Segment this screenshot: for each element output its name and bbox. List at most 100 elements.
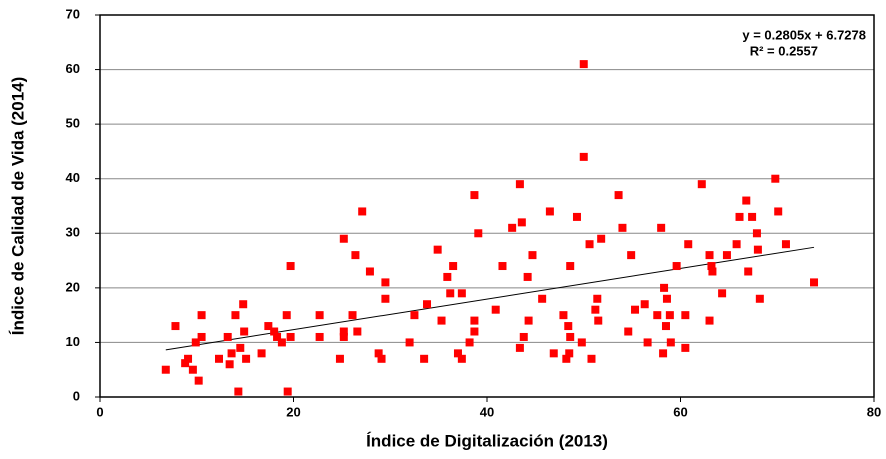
point bbox=[191, 338, 200, 347]
point bbox=[594, 316, 603, 325]
point bbox=[231, 311, 240, 320]
point bbox=[774, 207, 783, 216]
y-axis-title: Índice de Calidad de Vida (2014) bbox=[8, 77, 27, 336]
point bbox=[538, 294, 547, 303]
point bbox=[234, 387, 243, 396]
point bbox=[353, 327, 362, 336]
point bbox=[661, 322, 670, 331]
point bbox=[470, 316, 479, 325]
point bbox=[753, 245, 762, 254]
point bbox=[665, 311, 674, 320]
point bbox=[708, 267, 717, 276]
point bbox=[559, 311, 568, 320]
point bbox=[197, 311, 206, 320]
x-tick-label: 60 bbox=[673, 404, 687, 419]
point bbox=[587, 354, 596, 363]
point bbox=[614, 191, 623, 200]
point bbox=[705, 316, 714, 325]
point bbox=[474, 229, 483, 238]
point bbox=[194, 376, 203, 385]
y-tick-label: 10 bbox=[66, 334, 80, 349]
point bbox=[270, 327, 279, 336]
point bbox=[640, 300, 649, 309]
point bbox=[748, 212, 757, 221]
point bbox=[449, 262, 458, 271]
point bbox=[631, 305, 640, 314]
point bbox=[585, 240, 594, 249]
point bbox=[781, 240, 790, 249]
point bbox=[566, 332, 575, 341]
point bbox=[810, 278, 819, 287]
point bbox=[283, 387, 292, 396]
point bbox=[545, 207, 554, 216]
point bbox=[681, 311, 690, 320]
point bbox=[684, 240, 693, 249]
point bbox=[286, 332, 295, 341]
point bbox=[215, 354, 224, 363]
point bbox=[457, 354, 466, 363]
trendline bbox=[165, 246, 815, 351]
point bbox=[223, 332, 232, 341]
point bbox=[339, 332, 348, 341]
point bbox=[184, 354, 193, 363]
point bbox=[225, 360, 234, 369]
point bbox=[381, 294, 390, 303]
point bbox=[377, 354, 386, 363]
point bbox=[564, 322, 573, 331]
point bbox=[572, 212, 581, 221]
point bbox=[339, 327, 348, 336]
point bbox=[453, 349, 462, 358]
point bbox=[433, 245, 442, 254]
point bbox=[549, 349, 558, 358]
point bbox=[666, 338, 675, 347]
point bbox=[161, 365, 170, 374]
point bbox=[657, 223, 666, 232]
point bbox=[722, 251, 731, 260]
y-tick-label: 70 bbox=[66, 6, 80, 21]
point bbox=[351, 251, 360, 260]
point bbox=[358, 207, 367, 216]
point bbox=[523, 272, 532, 281]
point bbox=[597, 234, 606, 243]
point bbox=[653, 311, 662, 320]
point bbox=[381, 278, 390, 287]
point bbox=[697, 180, 706, 189]
point bbox=[517, 218, 526, 227]
point bbox=[315, 311, 324, 320]
point bbox=[577, 338, 586, 347]
point bbox=[446, 289, 455, 298]
point bbox=[171, 322, 180, 331]
point bbox=[659, 349, 668, 358]
point bbox=[771, 174, 780, 183]
y-tick-label: 60 bbox=[66, 61, 80, 76]
point bbox=[562, 354, 571, 363]
point bbox=[286, 262, 295, 271]
point bbox=[672, 262, 681, 271]
point bbox=[565, 349, 574, 358]
point bbox=[443, 272, 452, 281]
y-tick-label: 20 bbox=[66, 279, 80, 294]
point bbox=[239, 300, 248, 309]
point bbox=[365, 267, 374, 276]
point bbox=[181, 359, 190, 368]
point bbox=[707, 262, 716, 271]
point bbox=[618, 223, 627, 232]
point bbox=[420, 354, 429, 363]
point bbox=[593, 294, 602, 303]
point bbox=[752, 229, 761, 238]
point bbox=[515, 180, 524, 189]
point bbox=[470, 327, 479, 336]
point bbox=[528, 251, 537, 260]
point bbox=[491, 305, 500, 314]
point bbox=[515, 343, 524, 352]
point bbox=[335, 354, 344, 363]
point bbox=[470, 191, 479, 200]
point bbox=[240, 327, 249, 336]
x-tick-label: 0 bbox=[96, 404, 103, 419]
point bbox=[566, 262, 575, 271]
point bbox=[755, 294, 764, 303]
point bbox=[227, 349, 236, 358]
y-tick-label: 0 bbox=[73, 388, 80, 403]
point bbox=[423, 300, 432, 309]
